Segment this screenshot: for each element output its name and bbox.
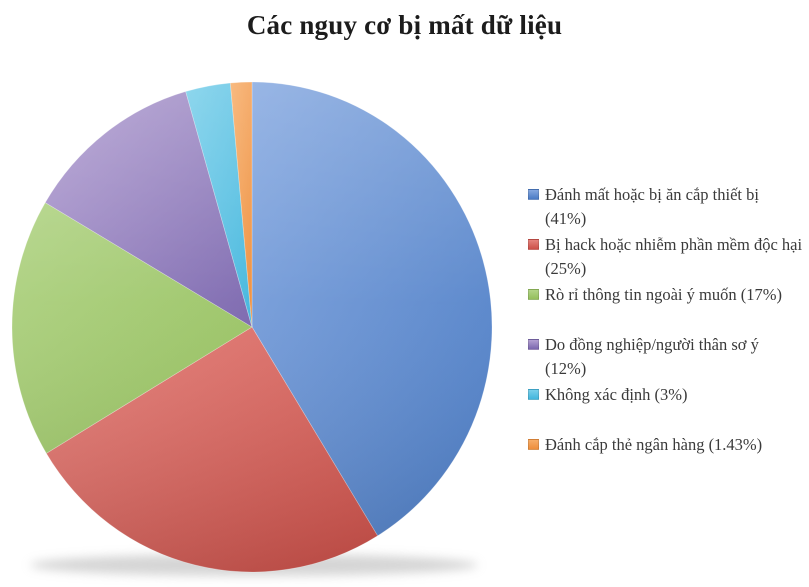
legend-swatch-green xyxy=(528,289,539,300)
legend-label: Bị hack hoặc nhiễm phần mềm độc hại (25%… xyxy=(545,235,803,278)
legend-item-2: Rò rỉ thông tin ngoài ý muốn (17%) xyxy=(528,283,804,333)
legend-item-3: Do đồng nghiệp/người thân sơ ý (12%) xyxy=(528,333,804,383)
legend-swatch-red xyxy=(528,239,539,250)
legend-item-0: Đánh mất hoặc bị ăn cắp thiết bị (41%) xyxy=(528,183,804,233)
pie-chart xyxy=(11,81,493,576)
legend-label: Rò rỉ thông tin ngoài ý muốn (17%) xyxy=(545,285,782,304)
legend-item-1: Bị hack hoặc nhiễm phần mềm độc hại (25%… xyxy=(528,233,804,283)
legend-label: Đánh cắp thẻ ngân hàng (1.43%) xyxy=(545,435,763,454)
legend-swatch-cyan xyxy=(528,389,539,400)
legend-item-5: Đánh cắp thẻ ngân hàng (1.43%) xyxy=(528,433,804,483)
legend: Đánh mất hoặc bị ăn cắp thiết bị (41%) B… xyxy=(528,183,804,483)
chart-title: Các nguy cơ bị mất dữ liệu xyxy=(246,10,563,40)
legend-label: Không xác định (3%) xyxy=(545,385,688,404)
legend-swatch-orange xyxy=(528,439,539,450)
legend-label: Do đồng nghiệp/người thân sơ ý (12%) xyxy=(545,335,759,378)
legend-item-4: Không xác định (3%) xyxy=(528,383,804,433)
legend-swatch-blue xyxy=(528,189,539,200)
legend-swatch-purple xyxy=(528,339,539,350)
legend-label: Đánh mất hoặc bị ăn cắp thiết bị (41%) xyxy=(545,185,759,228)
